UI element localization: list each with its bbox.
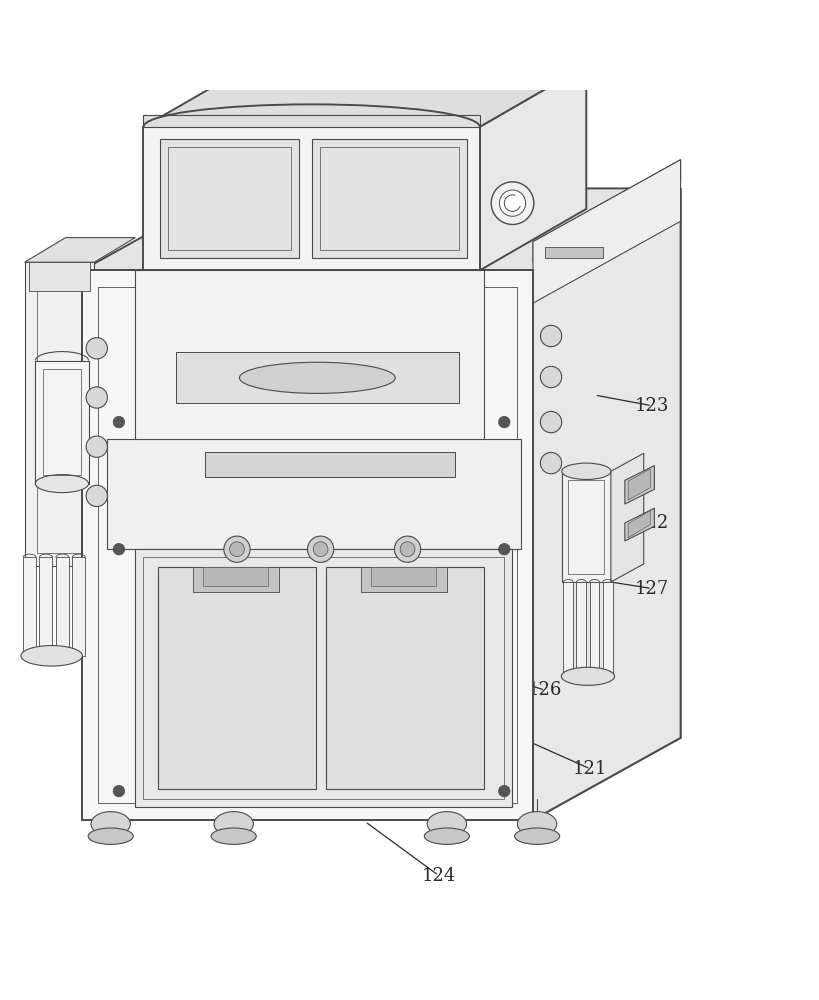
Circle shape bbox=[498, 785, 509, 797]
Polygon shape bbox=[82, 188, 680, 270]
Circle shape bbox=[113, 543, 124, 555]
Ellipse shape bbox=[21, 646, 83, 666]
Polygon shape bbox=[326, 567, 483, 789]
Ellipse shape bbox=[561, 463, 610, 480]
Text: 123: 123 bbox=[634, 397, 668, 415]
Circle shape bbox=[540, 325, 561, 347]
Circle shape bbox=[394, 536, 420, 562]
Polygon shape bbox=[602, 582, 612, 676]
Polygon shape bbox=[545, 247, 602, 258]
Polygon shape bbox=[627, 469, 649, 500]
Polygon shape bbox=[532, 160, 680, 303]
Polygon shape bbox=[82, 270, 532, 820]
Polygon shape bbox=[25, 238, 135, 262]
Circle shape bbox=[498, 416, 509, 428]
Polygon shape bbox=[143, 127, 479, 270]
Polygon shape bbox=[135, 270, 483, 439]
Polygon shape bbox=[176, 352, 459, 403]
Polygon shape bbox=[532, 160, 680, 262]
Circle shape bbox=[86, 436, 107, 457]
Text: 126: 126 bbox=[527, 681, 562, 699]
Ellipse shape bbox=[517, 812, 556, 836]
Polygon shape bbox=[203, 567, 268, 586]
Ellipse shape bbox=[239, 362, 395, 393]
Ellipse shape bbox=[211, 828, 256, 844]
Ellipse shape bbox=[514, 828, 559, 844]
Circle shape bbox=[499, 190, 525, 216]
Ellipse shape bbox=[35, 475, 88, 493]
Polygon shape bbox=[624, 508, 654, 541]
Circle shape bbox=[224, 536, 250, 562]
Polygon shape bbox=[35, 361, 88, 484]
Polygon shape bbox=[311, 139, 467, 258]
Polygon shape bbox=[160, 139, 299, 258]
Circle shape bbox=[540, 366, 561, 388]
Circle shape bbox=[113, 785, 124, 797]
Polygon shape bbox=[205, 452, 455, 477]
Polygon shape bbox=[25, 262, 94, 566]
Circle shape bbox=[229, 542, 244, 557]
Polygon shape bbox=[143, 115, 479, 127]
Polygon shape bbox=[192, 567, 278, 592]
Text: 127: 127 bbox=[634, 580, 668, 598]
Polygon shape bbox=[576, 582, 586, 676]
Polygon shape bbox=[143, 65, 586, 127]
Circle shape bbox=[313, 542, 328, 557]
Polygon shape bbox=[627, 511, 649, 538]
Polygon shape bbox=[158, 567, 315, 789]
Circle shape bbox=[86, 485, 107, 507]
Polygon shape bbox=[106, 439, 520, 549]
Polygon shape bbox=[561, 471, 610, 582]
Polygon shape bbox=[589, 582, 599, 676]
Polygon shape bbox=[72, 557, 85, 656]
Circle shape bbox=[113, 416, 124, 428]
Text: 125: 125 bbox=[355, 138, 390, 156]
Ellipse shape bbox=[561, 667, 614, 685]
Circle shape bbox=[400, 542, 414, 557]
Polygon shape bbox=[360, 567, 446, 592]
Circle shape bbox=[498, 543, 509, 555]
Polygon shape bbox=[624, 466, 654, 504]
Text: 121: 121 bbox=[572, 760, 607, 778]
Circle shape bbox=[86, 338, 107, 359]
Circle shape bbox=[540, 411, 561, 433]
Text: 124: 124 bbox=[421, 867, 455, 885]
Circle shape bbox=[307, 536, 333, 562]
Polygon shape bbox=[23, 557, 36, 656]
Polygon shape bbox=[532, 188, 680, 820]
Polygon shape bbox=[371, 567, 436, 586]
Ellipse shape bbox=[424, 828, 469, 844]
Polygon shape bbox=[135, 549, 512, 807]
Polygon shape bbox=[610, 453, 643, 582]
Polygon shape bbox=[39, 557, 52, 656]
Circle shape bbox=[86, 387, 107, 408]
Polygon shape bbox=[532, 188, 680, 820]
Polygon shape bbox=[479, 65, 586, 270]
Polygon shape bbox=[56, 557, 69, 656]
Text: 122: 122 bbox=[634, 514, 668, 532]
Ellipse shape bbox=[88, 828, 133, 844]
Circle shape bbox=[491, 182, 533, 224]
Polygon shape bbox=[563, 582, 572, 676]
Ellipse shape bbox=[214, 812, 253, 836]
Circle shape bbox=[540, 452, 561, 474]
Ellipse shape bbox=[427, 812, 466, 836]
Polygon shape bbox=[29, 262, 90, 291]
Ellipse shape bbox=[91, 812, 130, 836]
